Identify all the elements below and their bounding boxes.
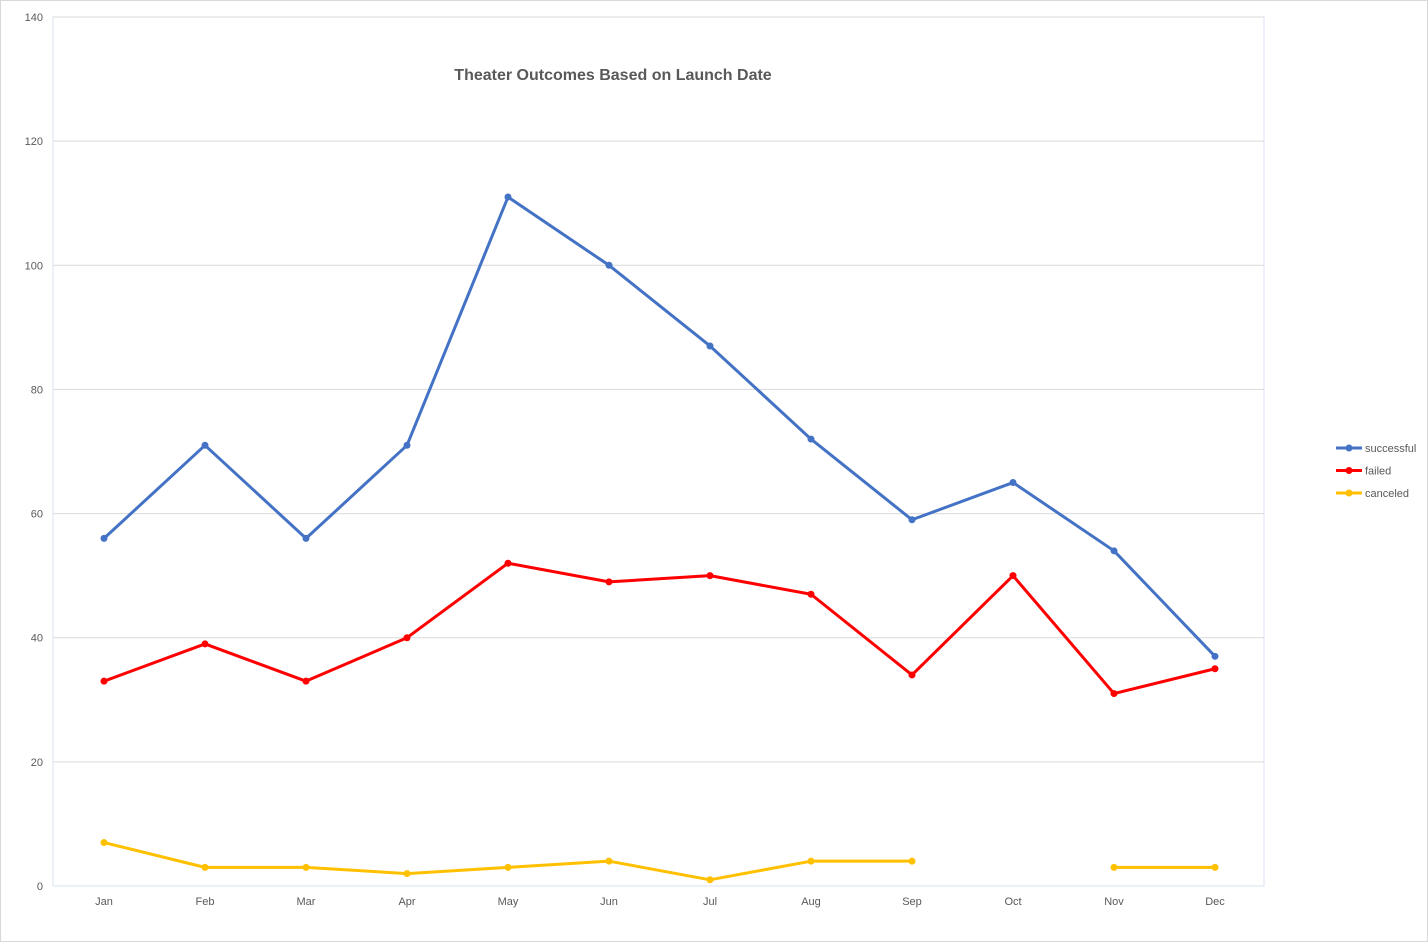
data-point-successful <box>504 193 512 201</box>
y-tick-label: 140 <box>25 12 43 24</box>
data-point-successful <box>605 261 613 269</box>
legend: successful failed canceled <box>1336 443 1416 500</box>
legend-item-successful: successful <box>1336 443 1416 455</box>
data-point-canceled <box>908 857 916 865</box>
data-point-successful <box>201 441 209 449</box>
data-point-canceled <box>605 857 613 865</box>
legend-marker <box>1345 489 1353 497</box>
legend-label: successful <box>1365 443 1416 455</box>
data-point-successful <box>807 435 815 443</box>
data-point-failed <box>1009 572 1017 580</box>
data-point-canceled <box>1211 863 1219 871</box>
legend-label: failed <box>1365 466 1391 478</box>
x-tick-label: Jun <box>600 896 618 908</box>
data-point-successful <box>403 441 411 449</box>
series-line-failed <box>102 561 1217 696</box>
data-point-failed <box>504 559 512 567</box>
data-point-canceled <box>100 839 108 847</box>
x-tick-label: Jul <box>703 896 717 908</box>
data-point-failed <box>201 640 209 648</box>
data-point-failed <box>908 671 916 679</box>
data-point-failed <box>1110 690 1118 698</box>
y-tick-label: 100 <box>25 260 43 272</box>
series-line-successful <box>102 195 1217 658</box>
legend-label: canceled <box>1365 488 1409 500</box>
data-point-successful <box>1009 479 1017 487</box>
x-tick-label: Mar <box>297 896 316 908</box>
data-point-canceled <box>302 863 310 871</box>
series-successful <box>100 193 1219 660</box>
data-point-canceled <box>807 857 815 865</box>
series-canceled <box>100 839 1219 884</box>
x-tick-label: Apr <box>398 896 415 908</box>
data-point-failed <box>403 634 411 642</box>
data-point-successful <box>706 342 714 350</box>
x-axis-ticks: Jan Feb Mar Apr May Jun Jul Aug Sep Oct Nov Dec <box>95 896 1225 908</box>
x-tick-label: May <box>498 896 519 908</box>
data-point-failed <box>706 572 714 580</box>
data-point-failed <box>1211 665 1219 673</box>
legend-marker <box>1345 467 1353 474</box>
data-point-successful <box>100 534 108 542</box>
x-tick-label: Feb <box>196 896 215 908</box>
y-tick-label: 0 <box>37 881 43 893</box>
data-point-canceled <box>504 863 512 871</box>
y-tick-label: 40 <box>31 633 43 645</box>
y-tick-label: 60 <box>31 509 43 521</box>
x-tick-label: Sep <box>902 896 922 908</box>
data-point-successful <box>1211 652 1219 660</box>
data-point-successful <box>302 534 310 542</box>
legend-marker <box>1345 444 1353 452</box>
data-point-failed <box>605 578 613 586</box>
x-tick-label: Aug <box>801 896 821 908</box>
data-point-failed <box>302 677 310 685</box>
x-tick-label: Jan <box>95 896 113 908</box>
x-tick-label: Dec <box>1205 896 1225 908</box>
data-point-failed <box>100 677 108 685</box>
data-point-canceled <box>201 863 209 871</box>
data-point-canceled <box>1110 863 1118 871</box>
data-point-canceled <box>403 870 411 878</box>
y-tick-label: 80 <box>31 384 43 396</box>
plot-area <box>52 16 1265 887</box>
legend-item-failed: failed <box>1336 466 1391 478</box>
y-axis-ticks: 0 20 40 60 80 100 120 140 <box>25 12 43 893</box>
legend-item-canceled: canceled <box>1336 488 1409 500</box>
data-point-successful <box>1110 547 1118 555</box>
series-lines <box>100 193 1219 884</box>
chart-title: Theater Outcomes Based on Launch Date <box>454 67 772 84</box>
data-point-successful <box>908 516 916 524</box>
x-tick-label: Nov <box>1104 896 1124 908</box>
data-point-canceled <box>706 876 714 884</box>
gridlines <box>53 16 1264 763</box>
y-tick-label: 20 <box>31 757 43 769</box>
x-tick-label: Oct <box>1004 896 1021 908</box>
data-point-failed <box>807 590 815 598</box>
y-tick-label: 120 <box>25 136 43 148</box>
series-failed <box>100 559 1219 698</box>
